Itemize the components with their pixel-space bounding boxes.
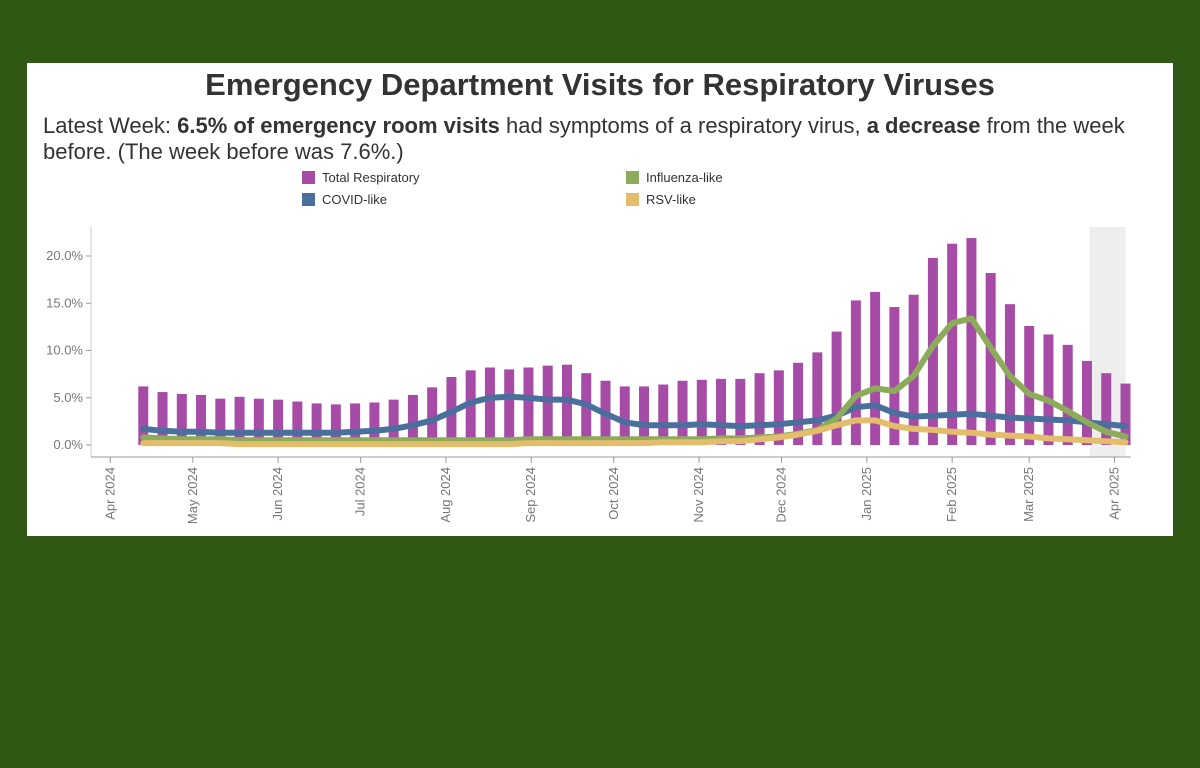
bar-total-respiratory	[850, 300, 861, 445]
x-tick-label: Apr 2025	[1106, 467, 1121, 520]
y-tick-label: 5.0%	[53, 390, 83, 405]
bar-total-respiratory	[908, 294, 919, 445]
x-tick-label: May 2024	[185, 467, 200, 524]
bar-total-respiratory	[1024, 325, 1035, 445]
chart-panel: Emergency Department Visits for Respirat…	[27, 63, 1173, 536]
bar-total-respiratory	[870, 291, 881, 445]
legend-swatch-rsv-like	[626, 193, 639, 206]
bar-total-respiratory	[793, 362, 804, 445]
x-tick-label: Apr 2024	[102, 467, 117, 520]
bar-total-respiratory	[523, 367, 534, 445]
bar-total-respiratory	[658, 384, 669, 445]
x-tick-label: Feb 2025	[944, 467, 959, 522]
bar-total-respiratory	[619, 386, 630, 445]
bar-total-respiratory	[253, 398, 264, 445]
bar-total-respiratory	[889, 307, 900, 445]
x-tick-label: Oct 2024	[606, 467, 621, 520]
y-tick-label: 20.0%	[46, 248, 83, 263]
subtitle-bold: a decrease	[866, 113, 981, 138]
bar-total-respiratory	[311, 403, 322, 445]
bar-total-respiratory	[1043, 334, 1054, 445]
bar-total-respiratory	[677, 380, 688, 445]
subtitle-text: from the week before. (The week before w…	[43, 113, 1125, 164]
y-tick-label: 10.0%	[46, 343, 83, 358]
bar-total-respiratory	[330, 404, 341, 445]
line-covid-like	[140, 393, 1129, 436]
x-tick-label: Nov 2024	[691, 467, 706, 523]
x-tick-label: Sep 2024	[523, 467, 538, 523]
bar-total-respiratory	[735, 378, 746, 445]
y-tick-label: 15.0%	[46, 295, 83, 310]
subtitle-text: Latest Week:	[43, 113, 178, 138]
bar-total-respiratory	[1081, 360, 1092, 445]
bar-total-respiratory	[427, 387, 438, 445]
x-tick-label: Jun 2024	[270, 467, 285, 521]
bar-total-respiratory	[1120, 383, 1131, 445]
x-tick-label: Jan 2025	[859, 467, 874, 521]
legend-label-total-respiratory: Total Respiratory	[322, 170, 420, 185]
bar-total-respiratory	[138, 386, 149, 445]
legend-swatch-covid-like	[302, 193, 315, 206]
bar-total-respiratory	[927, 257, 938, 445]
x-tick-label: Dec 2024	[774, 467, 789, 523]
bar-total-respiratory	[215, 398, 226, 445]
bar-total-respiratory	[696, 379, 707, 445]
bar-total-respiratory	[157, 392, 168, 445]
legend-swatch-influenza-like	[626, 171, 639, 184]
bar-total-respiratory	[350, 403, 361, 445]
bar-total-respiratory	[465, 370, 476, 445]
bar-total-respiratory	[407, 394, 418, 445]
y-tick-label: 0.0%	[53, 437, 83, 452]
x-tick-label: Jul 2024	[353, 467, 368, 516]
bar-total-respiratory	[831, 331, 842, 445]
line-rsv-like	[140, 417, 1129, 448]
bar-total-respiratory	[581, 373, 592, 445]
line-influenza-like	[140, 315, 1129, 444]
bar-total-respiratory	[273, 399, 284, 445]
bar-total-respiratory	[561, 364, 572, 445]
chart-title: Emergency Department Visits for Respirat…	[205, 67, 995, 102]
subtitle-bold: 6.5% of emergency room visits	[177, 113, 500, 138]
x-tick-label: Aug 2024	[438, 467, 453, 523]
bar-total-respiratory	[504, 369, 515, 445]
bar-total-respiratory	[542, 365, 553, 445]
legend-label-rsv-like: RSV-like	[646, 192, 696, 207]
bar-total-respiratory	[1062, 344, 1073, 445]
bar-total-respiratory	[716, 378, 727, 445]
legend-label-influenza-like: Influenza-like	[646, 170, 723, 185]
legend-swatch-total-respiratory	[302, 171, 315, 184]
bar-total-respiratory	[369, 402, 380, 445]
chart-svg: 0.0% 5.0% 10.0% 15.0% 20.0% Apr 2024 May 2024 J…	[46, 170, 1131, 524]
chart-subtitle: Latest Week: 6.5% of emergency room visi…	[43, 113, 1153, 165]
bar-total-respiratory	[966, 238, 977, 445]
bar-total-respiratory	[292, 401, 303, 445]
x-tick-label: Mar 2025	[1021, 467, 1036, 522]
bar-total-respiratory	[484, 367, 495, 445]
bar-total-respiratory	[754, 373, 765, 445]
bar-total-respiratory	[176, 393, 187, 445]
bar-total-respiratory	[985, 273, 996, 445]
bar-total-respiratory	[947, 243, 958, 445]
bar-total-respiratory	[812, 352, 823, 445]
bar-total-respiratory	[773, 370, 784, 445]
bar-total-respiratory	[196, 394, 207, 445]
bar-total-respiratory	[234, 396, 245, 445]
legend-label-covid-like: COVID-like	[322, 192, 387, 207]
bar-total-respiratory	[1101, 373, 1112, 445]
bar-total-respiratory	[388, 399, 399, 445]
bar-total-respiratory	[639, 386, 650, 445]
subtitle-text: had symptoms of a respiratory virus,	[499, 113, 867, 138]
